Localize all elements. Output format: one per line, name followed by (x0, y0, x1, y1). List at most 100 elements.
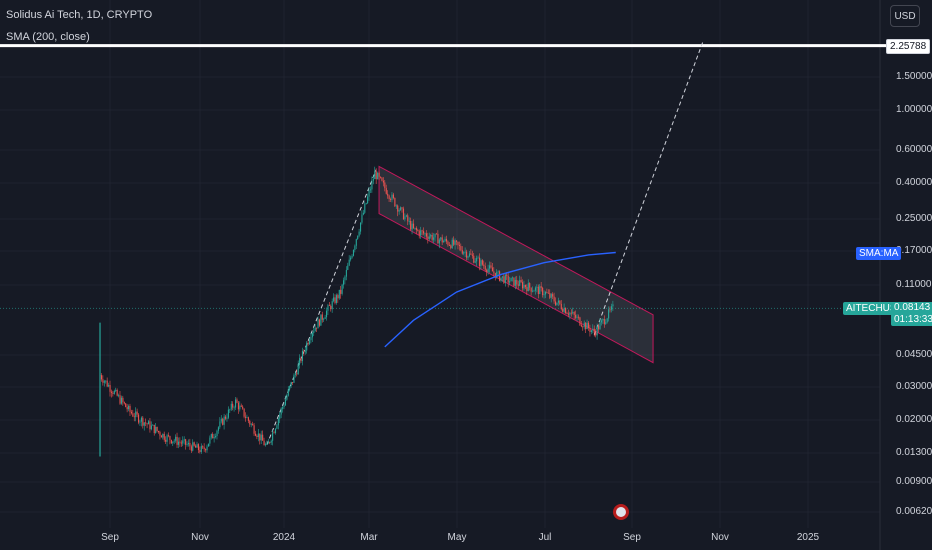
candle-body (237, 402, 239, 410)
candle-body (192, 442, 194, 451)
candle-body (299, 357, 301, 365)
candle-body (510, 277, 512, 282)
candle-body (367, 196, 369, 204)
candle-body (317, 319, 319, 329)
candle-body (562, 309, 564, 312)
candle-body (448, 244, 450, 246)
candle-body (173, 440, 175, 442)
candle-body (272, 432, 274, 441)
candle-body (352, 249, 355, 256)
candle-body (381, 177, 383, 181)
candle-body (534, 287, 537, 291)
candle-body (357, 235, 359, 240)
candle-body (145, 422, 147, 424)
candle-body (333, 297, 335, 302)
candle-body (494, 272, 496, 278)
candle-body (577, 316, 580, 318)
candle-body (586, 322, 588, 330)
candle-body (582, 326, 584, 328)
time-tick-label: Mar (360, 532, 378, 543)
candle-body (526, 287, 528, 292)
candle-body (252, 424, 254, 426)
candle-body (138, 414, 140, 423)
candle-body (242, 406, 244, 409)
candle-body (343, 280, 345, 285)
candle-body (115, 389, 117, 391)
candle-body (351, 255, 353, 258)
candle-body (103, 381, 105, 383)
candle-body (412, 223, 415, 229)
candle-body (361, 214, 363, 223)
candle-body (232, 403, 234, 408)
candle-body (334, 297, 336, 303)
sma-line (384, 251, 616, 348)
candle-body (183, 439, 185, 441)
candle-body (394, 197, 396, 207)
candle-body (593, 328, 595, 333)
candle-body (471, 254, 473, 256)
candle-body (431, 234, 433, 240)
candle-body (501, 276, 504, 278)
projection-line-up (266, 169, 377, 445)
candle-body (371, 180, 373, 190)
price-tick-label: 0.04500 (896, 349, 932, 360)
candle-body (118, 395, 120, 397)
candle-body (246, 417, 248, 419)
candle-body (405, 215, 407, 217)
candle-body (345, 269, 347, 277)
candle-body (596, 325, 598, 336)
candle-body (447, 241, 449, 245)
candle-body (157, 431, 160, 433)
candle-body (358, 231, 360, 236)
candle-body (108, 385, 110, 387)
candle-body (557, 300, 559, 303)
candle-body (341, 284, 343, 294)
candle-body (533, 290, 535, 292)
last-price-tag: 0.08143 01:13:33 (891, 302, 932, 326)
candle-body (477, 257, 479, 259)
last-price: 0.08143 (894, 302, 931, 313)
candle-body (520, 280, 522, 283)
candle-body (603, 319, 605, 325)
candle-body (372, 179, 374, 181)
candle-body (555, 301, 557, 305)
candle-body (539, 286, 541, 295)
candle-body (395, 205, 397, 207)
candle-body (379, 176, 382, 178)
price-tick-label: 0.11000 (896, 279, 932, 290)
candle-body (385, 188, 387, 194)
candle-body (105, 380, 107, 382)
candle-body (484, 265, 486, 270)
currency-button[interactable]: USD (890, 5, 920, 27)
candle-body (458, 245, 460, 246)
candle-body (110, 391, 113, 393)
candle-body (289, 386, 291, 390)
indicator-label[interactable]: SMA (200, close) (6, 31, 90, 43)
candle-body (310, 337, 312, 341)
symbol-title[interactable]: Solidus Ai Tech, 1D, CRYPTO (6, 9, 153, 21)
candle-body (425, 233, 427, 237)
candle-body (529, 283, 531, 288)
candle-body (480, 260, 482, 267)
candle-body (170, 439, 172, 444)
candle-body (219, 421, 221, 428)
candle-body (476, 257, 478, 262)
candle-body (583, 322, 585, 328)
candle-body (424, 233, 426, 235)
candle-body (347, 265, 349, 270)
price-tick-label: 0.01300 (896, 447, 932, 458)
candle-body (490, 265, 492, 268)
candle-body (384, 182, 386, 189)
candle-body (497, 271, 499, 273)
candle-body (205, 449, 207, 451)
candle-body (163, 433, 165, 440)
candle-body (296, 373, 298, 375)
price-tick-label: 1.00000 (896, 104, 932, 115)
projection-line-target (593, 40, 704, 336)
candle-body (453, 239, 455, 245)
candle-body (350, 257, 352, 260)
candle-body (461, 250, 463, 254)
candle-body (572, 312, 574, 314)
price-tick-label: 0.60000 (896, 144, 932, 155)
